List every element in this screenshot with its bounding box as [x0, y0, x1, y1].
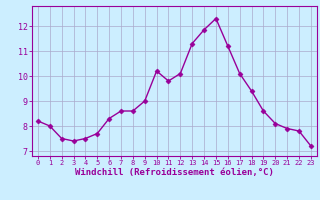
- X-axis label: Windchill (Refroidissement éolien,°C): Windchill (Refroidissement éolien,°C): [75, 168, 274, 177]
